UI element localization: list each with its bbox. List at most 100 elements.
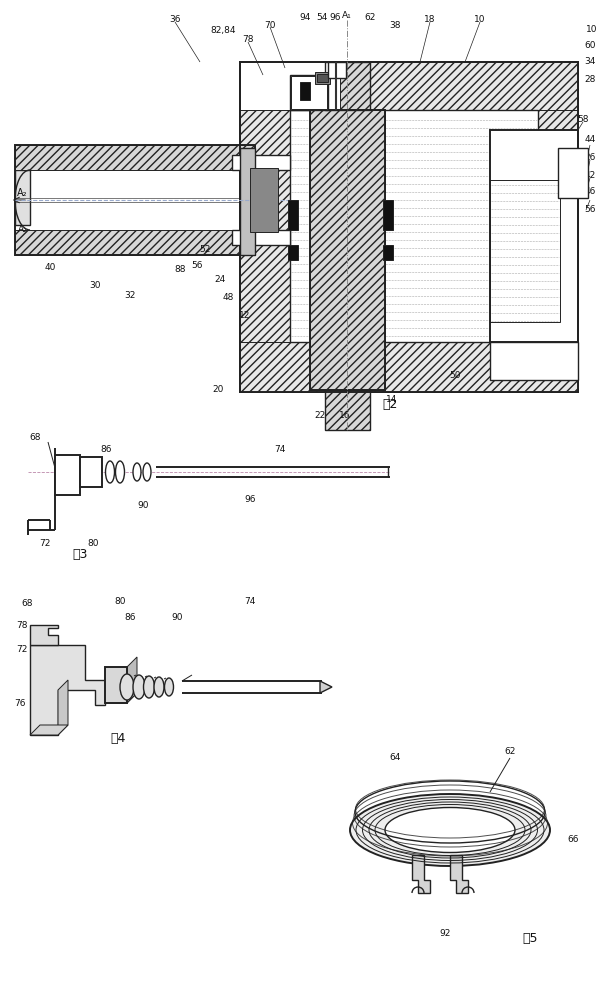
Bar xyxy=(80,457,102,487)
Bar xyxy=(288,200,298,230)
Text: 78: 78 xyxy=(16,620,28,630)
Text: 54: 54 xyxy=(316,13,328,22)
Text: 40: 40 xyxy=(44,263,56,272)
Bar xyxy=(490,342,578,380)
Ellipse shape xyxy=(385,808,515,852)
Text: 图5: 图5 xyxy=(522,932,538,944)
Bar xyxy=(325,62,370,110)
Text: 72: 72 xyxy=(16,646,28,654)
Bar xyxy=(240,148,255,255)
Text: 34: 34 xyxy=(584,57,596,66)
Text: 60: 60 xyxy=(584,40,596,49)
Text: 56: 56 xyxy=(191,260,203,269)
Text: 56: 56 xyxy=(584,206,596,215)
Ellipse shape xyxy=(144,676,154,698)
Ellipse shape xyxy=(120,674,134,700)
Bar xyxy=(291,76,327,109)
Bar xyxy=(240,62,578,110)
Text: 62: 62 xyxy=(364,13,376,22)
Text: 36: 36 xyxy=(169,15,181,24)
Bar xyxy=(15,145,255,170)
Bar xyxy=(240,342,578,392)
Text: 10: 10 xyxy=(474,15,486,24)
Bar xyxy=(490,322,578,342)
Text: 78: 78 xyxy=(242,35,254,44)
Text: 80: 80 xyxy=(114,597,126,606)
Text: 86: 86 xyxy=(100,446,112,454)
Ellipse shape xyxy=(106,461,115,483)
Text: 图2: 图2 xyxy=(382,398,398,412)
Text: 12: 12 xyxy=(239,310,251,320)
Bar xyxy=(55,455,80,495)
Text: 14: 14 xyxy=(386,395,398,404)
Text: 94: 94 xyxy=(299,13,311,22)
Bar xyxy=(315,72,330,84)
Bar xyxy=(105,667,127,703)
Bar xyxy=(300,82,310,100)
Text: 44: 44 xyxy=(584,135,596,144)
Ellipse shape xyxy=(165,678,174,696)
Text: 42: 42 xyxy=(584,170,596,180)
Text: 74: 74 xyxy=(245,597,255,606)
Text: 20: 20 xyxy=(212,385,224,394)
Text: 82,84: 82,84 xyxy=(210,25,236,34)
Text: 66: 66 xyxy=(567,836,579,844)
Text: 62: 62 xyxy=(504,748,516,756)
Text: 32: 32 xyxy=(124,290,136,300)
Bar xyxy=(232,230,290,245)
Bar xyxy=(325,390,370,430)
Bar xyxy=(538,110,578,342)
Ellipse shape xyxy=(115,461,124,483)
Bar xyxy=(240,62,578,392)
Bar xyxy=(15,145,255,255)
Text: 68: 68 xyxy=(29,434,41,442)
Text: 10: 10 xyxy=(586,25,598,34)
Bar xyxy=(325,62,370,110)
Ellipse shape xyxy=(133,675,145,699)
Text: A₁: A₁ xyxy=(342,10,352,19)
Text: 64: 64 xyxy=(389,754,401,762)
Text: 16: 16 xyxy=(339,410,351,420)
Polygon shape xyxy=(127,657,137,703)
Text: 图4: 图4 xyxy=(111,732,126,744)
Polygon shape xyxy=(450,855,468,893)
Polygon shape xyxy=(30,625,58,645)
Text: 70: 70 xyxy=(264,20,276,29)
Text: 96: 96 xyxy=(329,13,341,22)
Bar xyxy=(288,245,298,260)
Text: 30: 30 xyxy=(90,280,101,290)
Text: 26: 26 xyxy=(584,153,596,162)
Text: 18: 18 xyxy=(424,15,436,24)
Text: 38: 38 xyxy=(389,20,401,29)
Bar xyxy=(15,230,255,255)
Text: A₂: A₂ xyxy=(17,188,27,198)
Text: 24: 24 xyxy=(215,275,225,284)
Bar xyxy=(325,390,370,430)
Text: 68: 68 xyxy=(21,598,32,607)
Text: 46: 46 xyxy=(584,188,596,196)
Text: A₂: A₂ xyxy=(18,226,28,234)
Ellipse shape xyxy=(133,463,141,481)
Bar xyxy=(310,110,385,390)
Text: 90: 90 xyxy=(171,613,183,622)
Bar xyxy=(383,245,393,260)
Bar xyxy=(240,110,290,342)
Bar xyxy=(232,155,290,170)
Text: 86: 86 xyxy=(124,613,136,622)
Polygon shape xyxy=(412,855,430,893)
Bar xyxy=(240,62,578,392)
Ellipse shape xyxy=(154,677,164,697)
Bar xyxy=(317,74,328,82)
Bar xyxy=(383,200,393,230)
Text: 74: 74 xyxy=(274,446,285,454)
Bar xyxy=(15,170,30,225)
Text: 图3: 图3 xyxy=(72,548,88,562)
Text: 48: 48 xyxy=(222,294,234,302)
Text: 80: 80 xyxy=(87,538,99,548)
Bar xyxy=(558,148,588,198)
Bar xyxy=(328,62,346,78)
Text: 50: 50 xyxy=(450,370,461,379)
Text: 52: 52 xyxy=(200,245,211,254)
Polygon shape xyxy=(58,680,68,735)
Text: 22: 22 xyxy=(314,410,326,420)
